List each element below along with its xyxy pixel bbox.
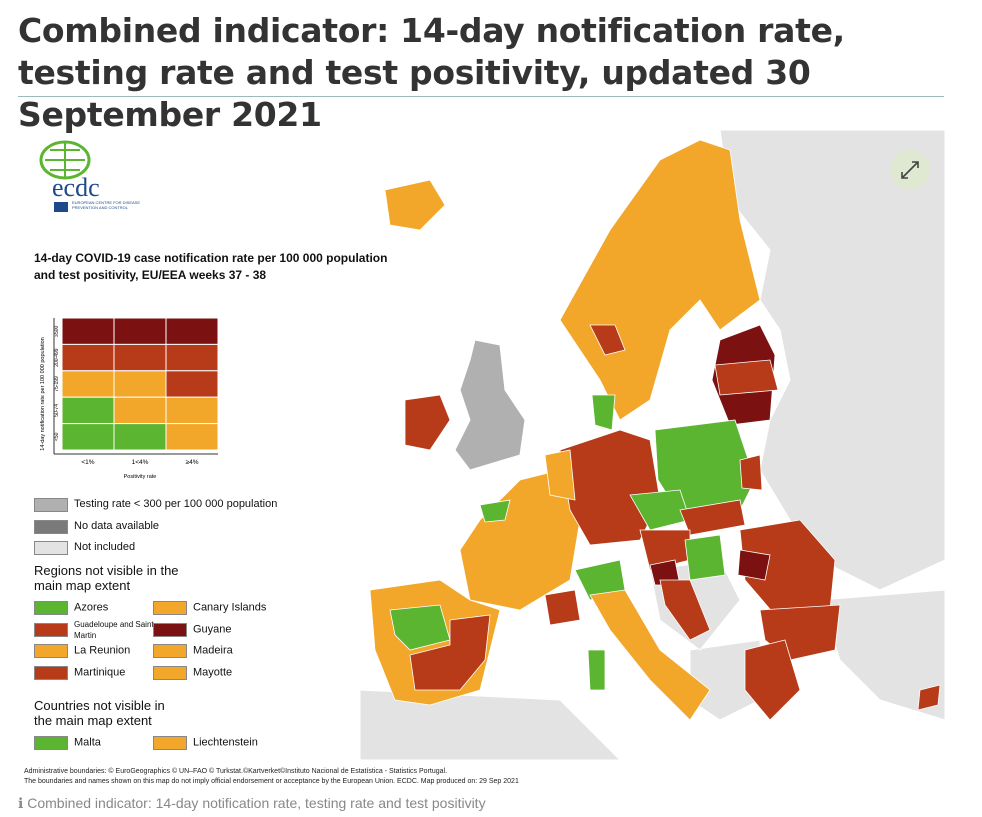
legend-label: Madeira <box>193 644 233 657</box>
column-label: <1% <box>81 459 94 466</box>
logo: ecdc EUROPEAN CENTRE FOR DISEASE PREVENT… <box>39 140 141 212</box>
grid-cell <box>165 317 219 345</box>
legend-swatch <box>153 622 187 637</box>
legend-label: Azores <box>74 601 109 614</box>
footer: Administrative boundaries: © EuroGeograp… <box>24 767 519 787</box>
legend-label: Testing rate < 300 per 100 000 populatio… <box>74 498 278 510</box>
y-axis-label: 14-day notification rate per 100 000 pop… <box>40 337 46 450</box>
grid-cell <box>61 396 115 425</box>
legend-grid: ≥500 200-499 75-199 50-74 <50 14-day notifica… <box>40 317 219 480</box>
legend-label: Mayotte <box>193 666 233 678</box>
grid-cell <box>61 423 115 451</box>
grid-cell <box>61 370 115 398</box>
grid-cell <box>113 396 167 425</box>
row-label: 50-74 <box>54 404 60 417</box>
legend-swatch <box>34 541 68 555</box>
legend-label: Malta <box>74 736 101 749</box>
legend-swatch <box>153 601 187 615</box>
column-label: 1<4% <box>132 459 149 466</box>
title-rule <box>18 96 944 97</box>
footer-line: The boundaries and names shown on this m… <box>24 778 519 785</box>
legend-label: No data available <box>74 519 160 532</box>
legend-title: 14-day COVID-19 case notification rate p… <box>34 251 388 282</box>
caption: ℹ Combined indicator: 14-day notificatio… <box>18 795 486 812</box>
legend-swatch <box>34 601 68 615</box>
grid-cell <box>165 396 219 425</box>
legend-swatch <box>153 665 187 680</box>
legend-label: Canary Islands <box>193 601 267 614</box>
row-label: 200-499 <box>54 348 60 367</box>
logo-subtitle: EUROPEAN CENTRE FOR DISEASE PREVENTION A… <box>72 200 141 210</box>
grid-cell <box>61 317 115 345</box>
background-countries <box>359 129 946 761</box>
column-label: ≥4% <box>186 459 199 466</box>
regions-title: Regions not visible in the main map exte… <box>34 563 179 593</box>
legend-label: Guadeloupe and Saint Martin <box>74 619 154 640</box>
grid-cell <box>61 343 115 372</box>
expand-icon <box>901 161 919 179</box>
grid-cell <box>113 343 167 372</box>
legend-swatch <box>34 519 68 534</box>
grid-cell <box>165 343 219 372</box>
x-axis-label: Positivity rate <box>124 474 157 480</box>
legend-label: Not included <box>74 541 136 553</box>
grid-cell <box>113 423 167 451</box>
caption-text: Combined indicator: 14-day notification … <box>27 795 486 811</box>
legend-swatch <box>34 665 68 680</box>
logo-text: ecdc <box>52 173 100 202</box>
page-title: Combined indicator: 14-day notification … <box>18 11 845 134</box>
legend-label: La Reunion <box>74 644 131 657</box>
grid-cell <box>165 370 219 398</box>
countries-title: Countries not visible in the main map ex… <box>34 698 165 728</box>
grid-cell <box>165 423 219 451</box>
grid-cell <box>113 370 167 398</box>
legend-swatch <box>34 736 68 750</box>
legend-swatch <box>34 622 68 637</box>
legend-swatch <box>34 644 68 658</box>
info-icon: ℹ <box>18 795 24 811</box>
legend-swatch <box>34 498 68 512</box>
footer-line: Administrative boundaries: © EuroGeograp… <box>24 768 448 775</box>
legend-label: Guyane <box>193 623 232 635</box>
legend-label: Martinique <box>74 666 126 678</box>
uk <box>454 339 526 471</box>
row-label: <50 <box>54 432 60 441</box>
coloured-regions <box>369 139 941 721</box>
legend-swatch <box>153 644 187 658</box>
row-label: ≥500 <box>54 325 60 336</box>
grid-cell <box>113 317 167 345</box>
row-label: 75-199 <box>54 376 60 392</box>
legend-swatch <box>153 736 187 750</box>
legend-label: Liechtenstein <box>193 736 258 749</box>
